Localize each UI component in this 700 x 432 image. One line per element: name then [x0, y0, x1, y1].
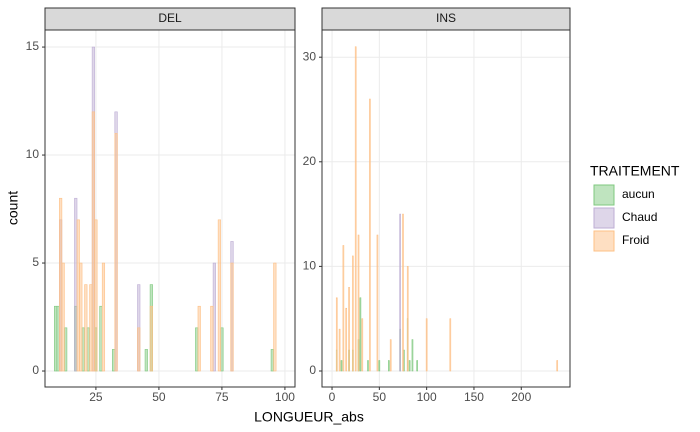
bar [195, 327, 199, 372]
bar [91, 111, 95, 372]
bar [220, 327, 224, 372]
bar [359, 297, 362, 372]
y-tick-label: 30 [303, 49, 317, 63]
bar [64, 327, 68, 372]
bar [273, 262, 277, 372]
legend-label: aucun [622, 187, 655, 201]
bar [56, 305, 60, 372]
bar [79, 262, 83, 372]
bar [338, 328, 341, 372]
bar [348, 287, 350, 372]
bar [345, 307, 348, 372]
y-tick-label: 15 [26, 39, 40, 53]
bar [210, 305, 214, 372]
bar [149, 305, 153, 372]
bar [367, 360, 369, 372]
bar [449, 318, 452, 372]
bar [144, 349, 148, 372]
legend-swatch [593, 207, 615, 229]
bar [376, 234, 379, 372]
bar [378, 360, 381, 372]
y-axis-title: count [5, 191, 21, 225]
bar [556, 360, 559, 372]
bar [101, 262, 106, 372]
x-tick-label: 100 [275, 390, 295, 404]
bar [54, 305, 58, 372]
bar [74, 197, 78, 372]
y-tick-label: 20 [303, 154, 317, 168]
legend-title: TRAITEMENT [590, 163, 680, 179]
bar [416, 360, 418, 372]
bar [408, 360, 411, 372]
bar [212, 262, 216, 372]
x-tick-label: 50 [373, 390, 387, 404]
x-tick-label: 0 [329, 390, 336, 404]
bar [270, 349, 274, 372]
x-tick-label: 200 [511, 390, 531, 404]
bar [352, 255, 354, 372]
panel-border [321, 29, 571, 388]
bar [230, 262, 234, 372]
y-tick-label: 10 [303, 259, 317, 273]
strip-title: DEL [158, 11, 182, 25]
bar [388, 360, 390, 372]
x-tick-label: 75 [215, 390, 229, 404]
bar [61, 262, 65, 372]
bar [81, 327, 85, 372]
bar [361, 318, 364, 372]
x-tick-label: 150 [464, 390, 484, 404]
bar [406, 266, 409, 372]
bar [399, 213, 401, 372]
bar [84, 284, 88, 372]
bar [114, 133, 118, 372]
bar [389, 339, 392, 372]
bar [425, 318, 428, 372]
legend-swatch [593, 230, 615, 252]
bar [76, 219, 80, 372]
bar [99, 305, 103, 372]
x-tick-label: 25 [89, 390, 103, 404]
x-axis-title: LONGUEUR_abs [254, 409, 364, 425]
bar [342, 245, 345, 372]
bar [335, 297, 338, 372]
bar [111, 349, 116, 372]
y-tick-label: 10 [26, 147, 40, 161]
bar [137, 327, 141, 372]
y-tick-label: 0 [32, 363, 39, 377]
bar [402, 213, 404, 372]
bar [197, 305, 201, 372]
bar [89, 284, 93, 372]
legend-swatch [593, 184, 615, 206]
bar [86, 327, 90, 372]
panel [322, 30, 570, 387]
bar [217, 219, 221, 372]
bar [357, 234, 360, 372]
x-tick-label: 50 [152, 390, 166, 404]
bar [369, 98, 371, 372]
bar [354, 46, 357, 372]
bar [340, 360, 343, 372]
legend-label: Chaud [622, 210, 657, 224]
strip-title: INS [436, 11, 456, 25]
y-tick-label: 0 [309, 363, 316, 377]
panel-border [44, 29, 296, 388]
bar [59, 197, 63, 372]
x-tick-label: 100 [417, 390, 437, 404]
bar [411, 339, 414, 372]
legend-label: Froid [622, 233, 649, 247]
y-tick-label: 5 [32, 255, 39, 269]
bar [94, 219, 98, 372]
